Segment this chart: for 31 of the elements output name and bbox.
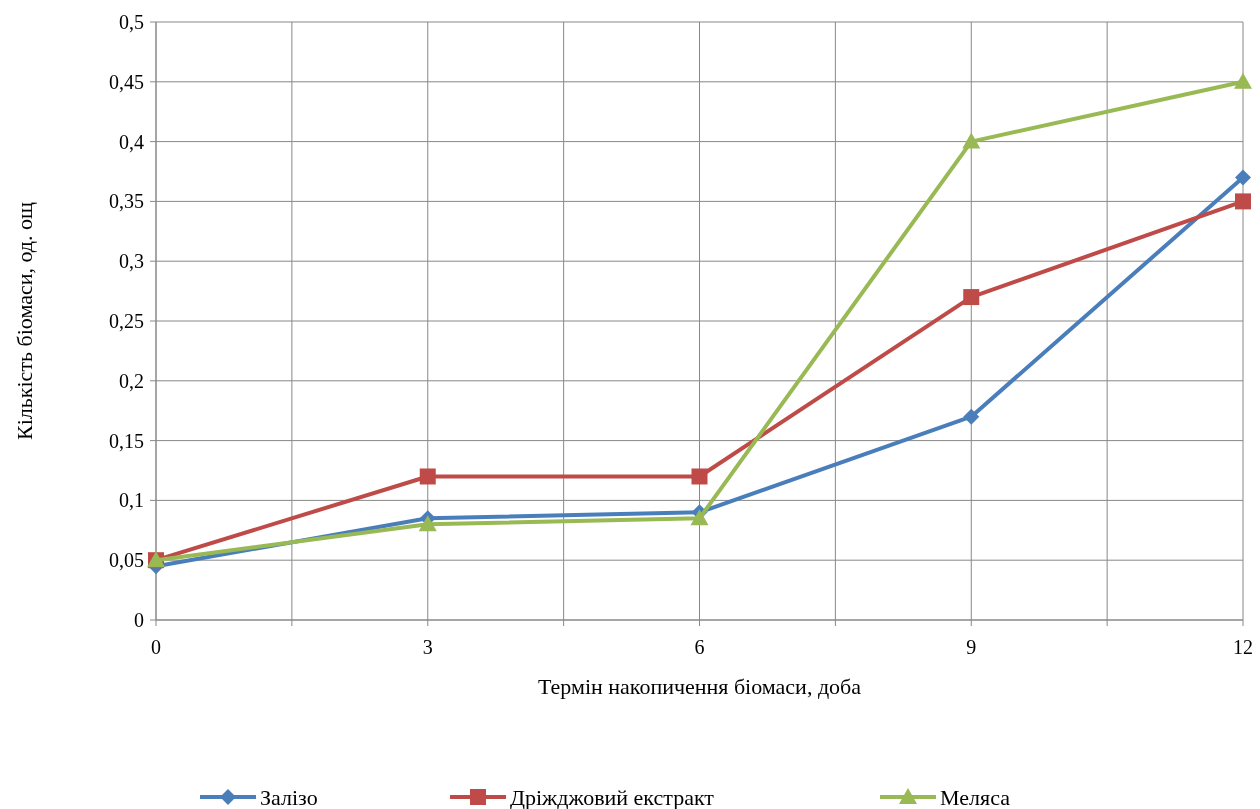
x-tick-label: 3: [422, 636, 433, 658]
x-axis-title: Термін накопичення біомаси, доба: [537, 674, 862, 699]
x-tick-label: 0: [151, 636, 161, 658]
point: [963, 408, 980, 425]
point: [1235, 169, 1251, 186]
legend-label: Дріжджовий екстракт: [510, 784, 715, 809]
legend-label: Залізо: [260, 784, 318, 809]
x-tick-label: 9: [966, 636, 977, 658]
y-axis-title: Кількість біомаси, од. ощ: [12, 201, 37, 440]
y-tick-label: 0,3: [119, 250, 144, 273]
y-tick-label: 0,1: [119, 489, 144, 512]
x-tick-label: 12: [1233, 636, 1253, 658]
point: [690, 509, 709, 526]
y-tick-label: 0,5: [119, 11, 144, 33]
point: [1234, 72, 1252, 89]
y-tick-label: 0,4: [119, 130, 144, 153]
y-tick-label: 0,25: [109, 310, 144, 332]
y-tick-label: 0,15: [109, 429, 144, 452]
point: [418, 515, 437, 532]
y-tick-label: 0,35: [109, 190, 144, 213]
point: [963, 289, 980, 306]
point: [1235, 193, 1251, 210]
point: [691, 468, 708, 485]
legend-label: Меляса: [940, 784, 1011, 809]
point: [962, 132, 981, 149]
point: [419, 468, 436, 485]
y-tick-label: 0,2: [119, 369, 144, 392]
y-tick-label: 0,45: [109, 70, 144, 93]
y-tick-label: 0,05: [109, 549, 144, 572]
y-tick-label: 0: [134, 609, 144, 631]
x-tick-label: 6: [694, 636, 705, 658]
